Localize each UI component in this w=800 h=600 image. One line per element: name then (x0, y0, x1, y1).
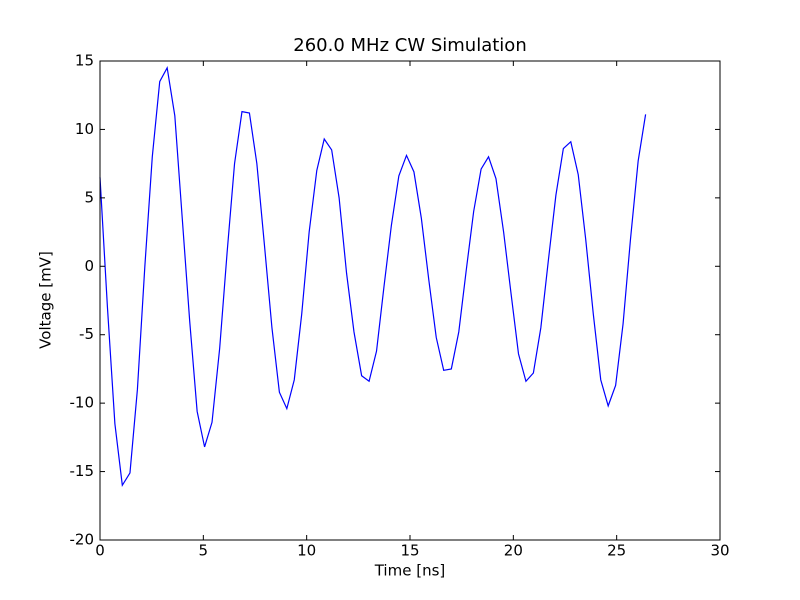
x-tick-label: 10 (297, 542, 316, 560)
data-line (99, 66, 647, 488)
y-tick-label: -10 (70, 394, 95, 412)
y-tick-label: 0 (84, 257, 94, 275)
x-tick-label: 15 (400, 542, 419, 560)
y-tick-label: -20 (70, 531, 95, 549)
x-tick-label: 20 (504, 542, 523, 560)
y-tick-label: 10 (75, 120, 94, 138)
x-tick-label: 0 (95, 542, 105, 560)
x-axis-label: Time [ns] (374, 562, 446, 580)
y-axis-label: Voltage [mV] (37, 251, 55, 349)
plot-frame (99, 60, 721, 541)
y-tick-label: -5 (79, 325, 94, 343)
x-tick-label: 25 (607, 542, 626, 560)
x-tick-label: 30 (710, 542, 729, 560)
x-tick-label: 5 (199, 542, 209, 560)
y-tick-label: 15 (75, 52, 94, 70)
y-tick-label: 5 (84, 188, 94, 206)
chart-title: 260.0 MHz CW Simulation (293, 35, 526, 56)
y-tick-label: -15 (70, 462, 95, 480)
